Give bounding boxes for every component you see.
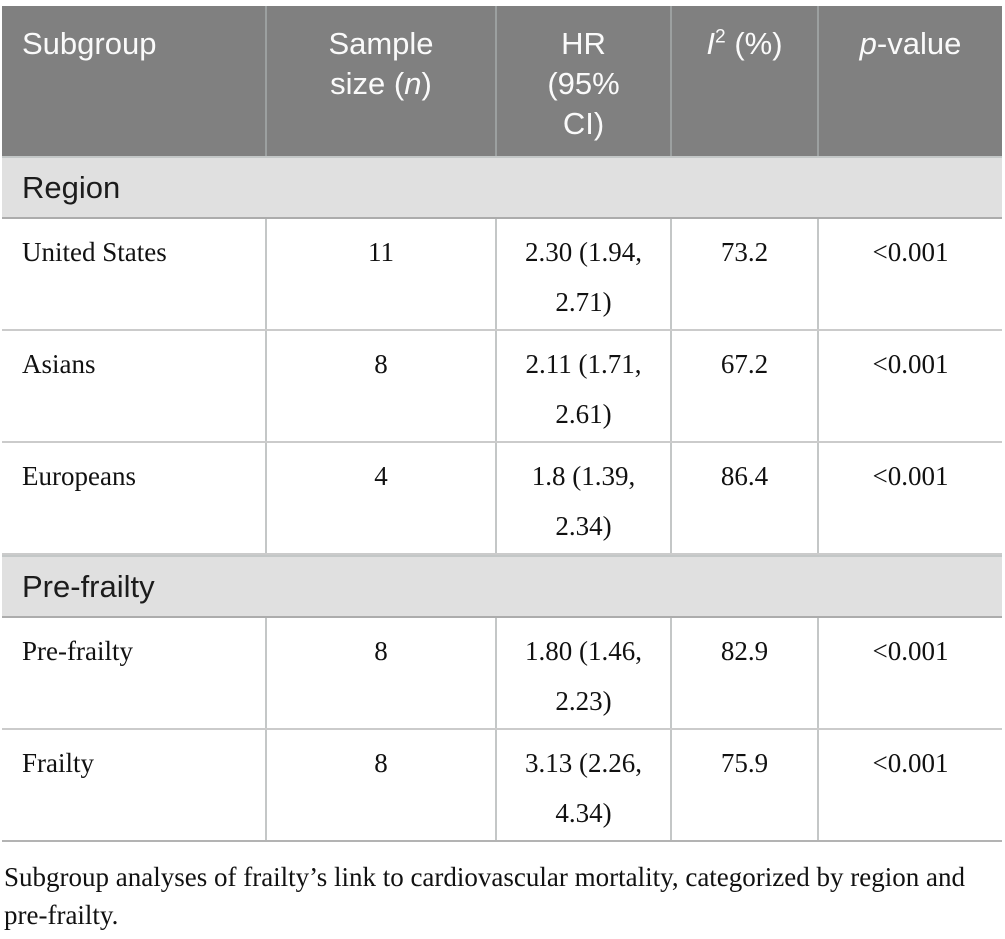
header-subgroup-label: Subgroup — [22, 26, 157, 61]
table-caption: Subgroup analyses of frailty’s link to c… — [4, 858, 999, 934]
cell-sample-size: 8 — [265, 618, 495, 728]
cell-i-squared: 73.2 — [670, 219, 817, 329]
table-row-united-states: United States 11 2.30 (1.94, 2.71) 73.2 … — [2, 219, 1002, 331]
caption-line-1: Subgroup analyses of frailty’s link to c… — [4, 862, 965, 892]
header-sample-line1: Sample — [328, 26, 434, 61]
table-row-asians: Asians 8 2.11 (1.71, 2.61) 67.2 <0.001 — [2, 331, 1002, 443]
header-sample-pre: size ( — [330, 66, 405, 101]
header-i2-rest: (%) — [725, 26, 783, 61]
cell-p-value: <0.001 — [817, 331, 1002, 441]
cell-hr-ci: 1.8 (1.39, 2.34) — [495, 443, 670, 553]
cell-sample-size: 4 — [265, 443, 495, 553]
cell-i-squared: 86.4 — [670, 443, 817, 553]
section-label: Region — [22, 169, 121, 205]
header-i2-superscript: 2 — [715, 26, 726, 48]
cell-p-value: <0.001 — [817, 730, 1002, 840]
cell-p-value: <0.001 — [817, 443, 1002, 553]
header-hr-line1: HR — [561, 26, 606, 61]
header-sample-size: Sample size (n) — [265, 6, 495, 156]
table-row-europeans: Europeans 4 1.8 (1.39, 2.34) 86.4 <0.001 — [2, 443, 1002, 555]
header-hr-line2: (95% — [547, 66, 620, 101]
cell-subgroup: Pre-frailty — [22, 636, 133, 666]
section-label: Pre-frailty — [22, 568, 155, 604]
header-hr-ci: HR (95% CI) — [495, 6, 670, 156]
cell-subgroup: Frailty — [22, 748, 94, 778]
cell-subgroup: United States — [22, 237, 167, 267]
caption-line-2: pre-frailty. — [4, 900, 119, 930]
table-header-row: Subgroup Sample size (n) HR (95% CI) I2 … — [2, 6, 1002, 156]
header-sample-line2: size (n) — [267, 64, 495, 104]
cell-subgroup: Europeans — [22, 461, 136, 491]
cell-subgroup: Asians — [22, 349, 96, 379]
header-p-rest: -value — [876, 26, 962, 61]
table-row-pre-frailty: Pre-frailty 8 1.80 (1.46, 2.23) 82.9 <0.… — [2, 618, 1002, 730]
table-row-frailty: Frailty 8 3.13 (2.26, 4.34) 75.9 <0.001 — [2, 730, 1002, 842]
subgroup-analysis-table: Subgroup Sample size (n) HR (95% CI) I2 … — [2, 6, 1002, 842]
header-subgroup: Subgroup — [2, 6, 265, 156]
header-i2-letter: I — [706, 26, 716, 61]
header-p-letter: p — [859, 26, 877, 61]
cell-hr-ci: 2.11 (1.71, 2.61) — [495, 331, 670, 441]
cell-sample-size: 11 — [265, 219, 495, 329]
header-hr-line3: CI) — [562, 106, 605, 141]
cell-p-value: <0.001 — [817, 618, 1002, 728]
cell-p-value: <0.001 — [817, 219, 1002, 329]
section-row-pre-frailty: Pre-frailty — [2, 555, 1002, 618]
cell-sample-size: 8 — [265, 730, 495, 840]
cell-hr-ci: 3.13 (2.26, 4.34) — [495, 730, 670, 840]
cell-i-squared: 67.2 — [670, 331, 817, 441]
cell-hr-ci: 2.30 (1.94, 2.71) — [495, 219, 670, 329]
cell-i-squared: 75.9 — [670, 730, 817, 840]
cell-i-squared: 82.9 — [670, 618, 817, 728]
header-p-value: p-value — [817, 6, 1002, 156]
cell-sample-size: 8 — [265, 331, 495, 441]
cell-hr-ci: 1.80 (1.46, 2.23) — [495, 618, 670, 728]
header-sample-post: ) — [421, 66, 432, 101]
section-row-region: Region — [2, 156, 1002, 219]
header-i-squared: I2 (%) — [670, 6, 817, 156]
header-sample-n-italic: n — [404, 66, 422, 101]
